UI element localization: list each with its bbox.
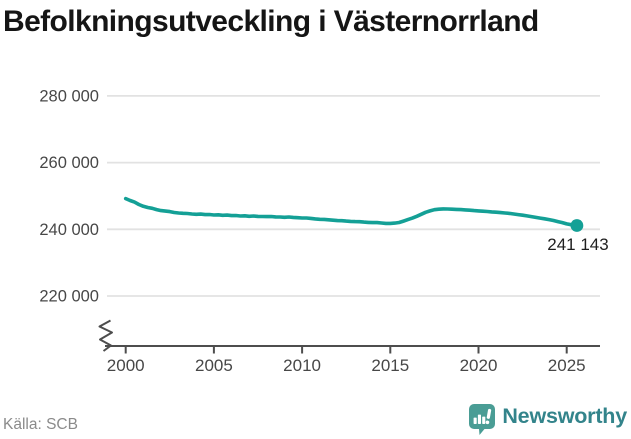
newsworthy-logo: Newsworthy <box>467 402 627 436</box>
latest-value-label: 241 143 <box>547 235 608 254</box>
data-series <box>123 196 584 232</box>
x-axis-tick-label: 2025 <box>548 356 586 375</box>
newsworthy-wordmark: Newsworthy <box>502 404 627 429</box>
y-axis-tick-label: 220 000 <box>39 288 99 306</box>
y-axis-tick-label: 280 000 <box>39 88 99 106</box>
x-axis-tick-label: 2015 <box>371 356 409 375</box>
y-axis-tick-label: 260 000 <box>39 154 99 172</box>
newsworthy-logo-icon <box>469 403 496 435</box>
x-axis: 2000 2005 2010 2015 2020 2025 <box>105 345 600 375</box>
source-caption: Källa: SCB <box>3 416 78 433</box>
latest-data-point <box>570 219 584 232</box>
exclamation-glyph <box>486 408 492 424</box>
speech-bubble-shape <box>469 403 496 435</box>
population-line <box>123 196 579 228</box>
bar-chart-glyph <box>473 408 492 424</box>
y-axis-tick-label: 240 000 <box>39 221 99 239</box>
x-axis-tick-label: 2010 <box>283 356 321 375</box>
gridlines <box>107 95 600 297</box>
chart-title: Befolkningsutveckling i Västernorrland <box>3 5 539 38</box>
x-axis-tick-label: 2020 <box>460 356 498 375</box>
x-axis-tick-label: 2005 <box>195 356 233 375</box>
x-axis-tick-label: 2000 <box>107 356 145 375</box>
y-axis: 280 000 260 000 240 000 220 000 <box>39 88 99 306</box>
